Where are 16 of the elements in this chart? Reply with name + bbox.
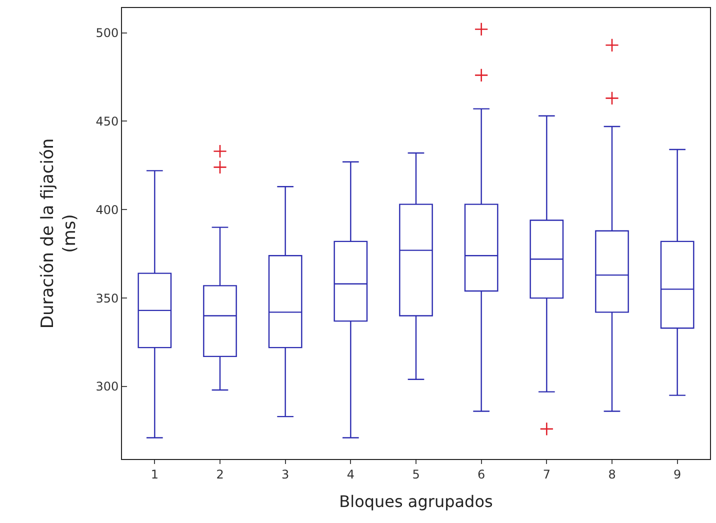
- y-tick-label: 350: [96, 291, 119, 306]
- x-tick-label: 5: [412, 467, 420, 482]
- x-tick-label: 6: [478, 467, 486, 482]
- y-tick-label: 300: [96, 380, 119, 394]
- y-tick-label: 450: [96, 114, 119, 128]
- x-tick-label: 8: [608, 467, 616, 482]
- y-axis-title: Duración de la fijación (ms): [38, 138, 80, 329]
- x-tick-label: 3: [282, 467, 290, 482]
- x-tick-label: 7: [542, 467, 550, 482]
- y-tick-label: 400: [96, 202, 119, 217]
- x-tick-label: 1: [150, 467, 158, 482]
- x-tick-label: 9: [674, 467, 682, 482]
- x-tick-label: 2: [216, 467, 224, 482]
- x-axis-title: Bloques agrupados: [339, 492, 493, 512]
- y-tick-label: 500: [96, 26, 119, 40]
- x-tick-label: 4: [346, 467, 354, 482]
